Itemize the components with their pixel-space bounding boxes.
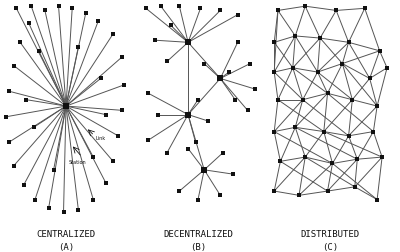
Text: CENTRALIZED: CENTRALIZED	[36, 229, 96, 238]
Text: Link: Link	[96, 136, 106, 141]
Text: DECENTRALIZED: DECENTRALIZED	[163, 229, 233, 238]
Text: DISTRIBUTED: DISTRIBUTED	[300, 229, 360, 238]
Text: (B): (B)	[190, 242, 206, 251]
Text: (C): (C)	[322, 242, 338, 251]
Text: Station: Station	[68, 159, 86, 164]
Text: (A): (A)	[58, 242, 74, 251]
